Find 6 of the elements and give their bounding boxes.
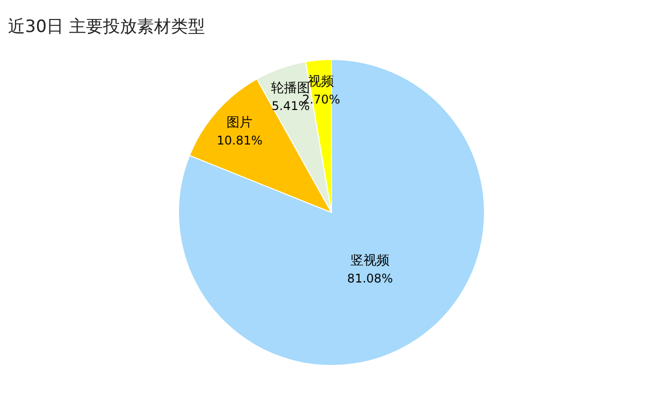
pie-slice	[178, 59, 485, 366]
data-label: 10.81%	[216, 134, 262, 148]
data-label: 81.08%	[347, 272, 393, 286]
chart-title: 近30日 主要投放素材类型	[8, 17, 206, 37]
slice-label: 竖视频	[350, 254, 390, 269]
slice-label: 图片	[226, 116, 253, 131]
